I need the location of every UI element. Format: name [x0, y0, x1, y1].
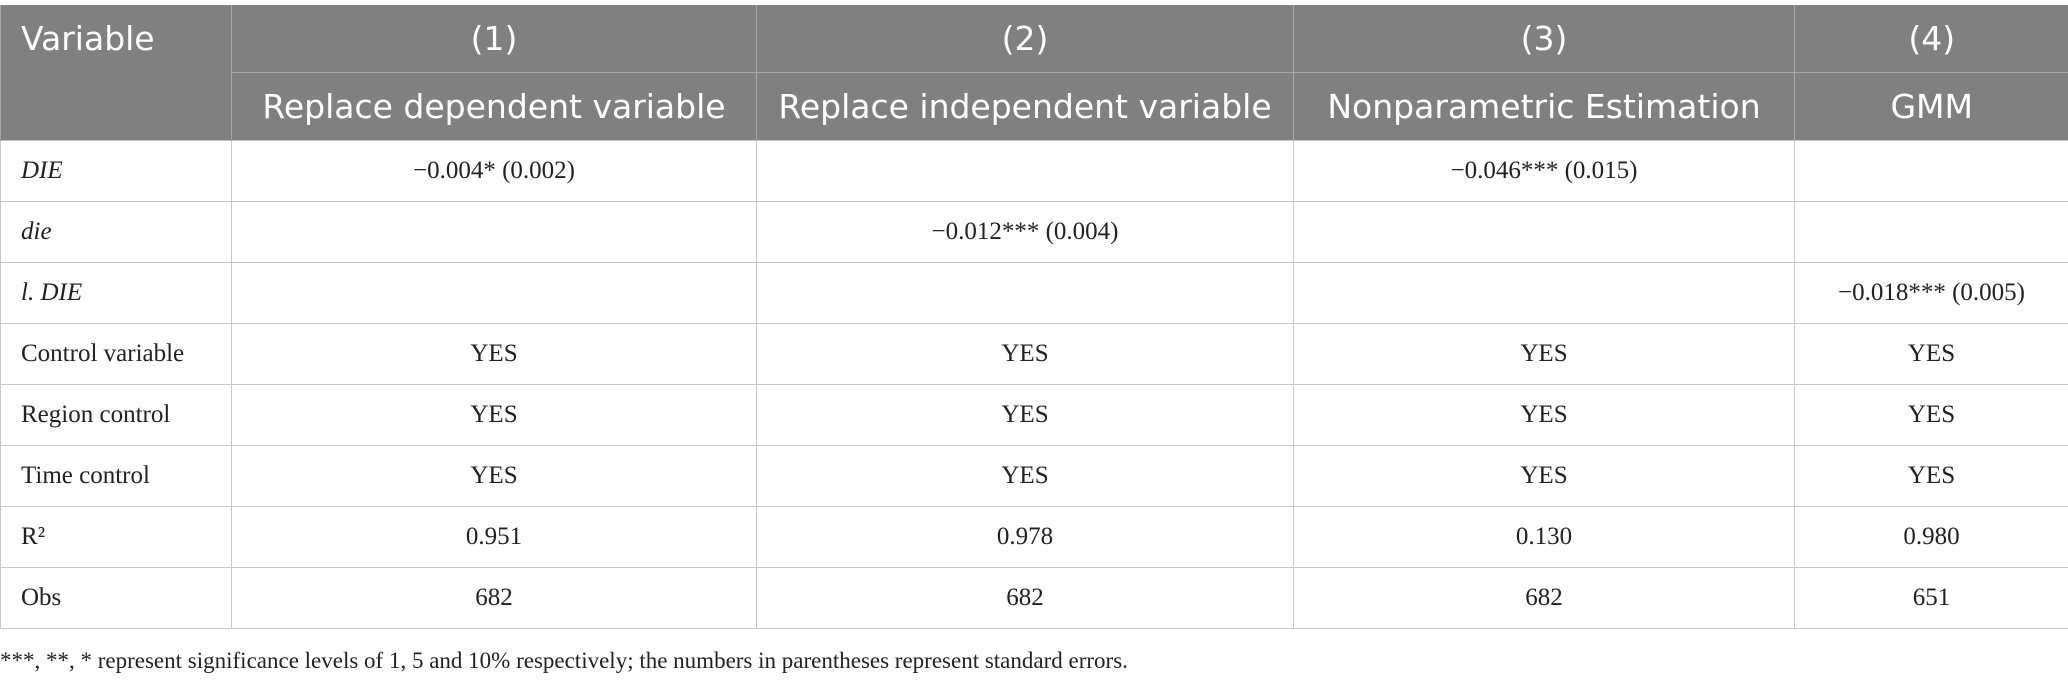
cell: YES	[1794, 323, 2068, 385]
cell: YES	[756, 445, 1294, 507]
cell	[231, 262, 757, 324]
cell: 0.130	[1293, 506, 1795, 568]
row-label: Control variable	[0, 323, 232, 385]
header-row: Variable (1) (2) (3) (4)	[0, 5, 2068, 141]
cell: YES	[756, 323, 1294, 385]
cell: 0.951	[231, 506, 757, 568]
cell: YES	[1794, 445, 2068, 507]
header-cell: (3)	[1293, 5, 1795, 73]
cell	[1293, 201, 1795, 263]
row-label: Region control	[0, 384, 232, 446]
cell: YES	[1794, 384, 2068, 446]
header-cell: Replace independent variable	[756, 72, 1294, 141]
row-label: l. DIE	[0, 262, 232, 324]
table-row: R² 0.951 0.978 0.130 0.980	[0, 506, 2068, 568]
cell	[756, 262, 1294, 324]
cell: 682	[231, 567, 757, 629]
table-row: DIE −0.004* (0.002) −0.046*** (0.015)	[0, 140, 2068, 202]
cell: 682	[1293, 567, 1795, 629]
header-cell: Replace dependent variable	[231, 72, 757, 141]
table-row: Region control YES YES YES YES	[0, 384, 2068, 446]
row-label: Obs	[0, 567, 232, 629]
cell	[1794, 201, 2068, 263]
table-row: Time control YES YES YES YES	[0, 445, 2068, 507]
cell	[1794, 140, 2068, 202]
row-label: R²	[0, 506, 232, 568]
cell: YES	[1293, 323, 1795, 385]
header-row: Replace dependent variable Replace indepe…	[1, 72, 2068, 141]
row-label: Time control	[0, 445, 232, 507]
table-row: Obs 682 682 682 651	[0, 567, 2068, 629]
table-row: Control variable YES YES YES YES	[0, 323, 2068, 385]
cell: YES	[1293, 384, 1795, 446]
cell: YES	[1293, 445, 1795, 507]
cell	[1293, 262, 1795, 324]
cell: 0.978	[756, 506, 1294, 568]
header-cell: GMM	[1794, 72, 2068, 141]
header-cell: Variable	[0, 5, 232, 141]
header-cell: Nonparametric Estimation	[1293, 72, 1795, 141]
cell: −0.018*** (0.005)	[1794, 262, 2068, 324]
table-row: die −0.012*** (0.004)	[0, 201, 2068, 263]
cell: YES	[231, 384, 757, 446]
results-table: Variable (1) (2) (3) (4) Replace dependent …	[0, 5, 2068, 629]
cell: 651	[1794, 567, 2068, 629]
cell	[756, 140, 1294, 202]
cell: −0.046*** (0.015)	[1293, 140, 1795, 202]
row-label: die	[0, 201, 232, 263]
table-row: l. DIE −0.018*** (0.005)	[0, 262, 2068, 324]
cell: 0.980	[1794, 506, 2068, 568]
header-cell: (4)	[1794, 5, 2068, 73]
cell: YES	[756, 384, 1294, 446]
cell: 682	[756, 567, 1294, 629]
cell: YES	[231, 323, 757, 385]
cell: YES	[231, 445, 757, 507]
header-cell: (1)	[231, 5, 757, 73]
header-cell: (2)	[756, 5, 1294, 73]
footnote: ***, **, * represent significance levels…	[0, 648, 1128, 673]
cell: −0.012*** (0.004)	[756, 201, 1294, 263]
cell: −0.004* (0.002)	[231, 140, 757, 202]
row-label: DIE	[0, 140, 232, 202]
cell	[231, 201, 757, 263]
